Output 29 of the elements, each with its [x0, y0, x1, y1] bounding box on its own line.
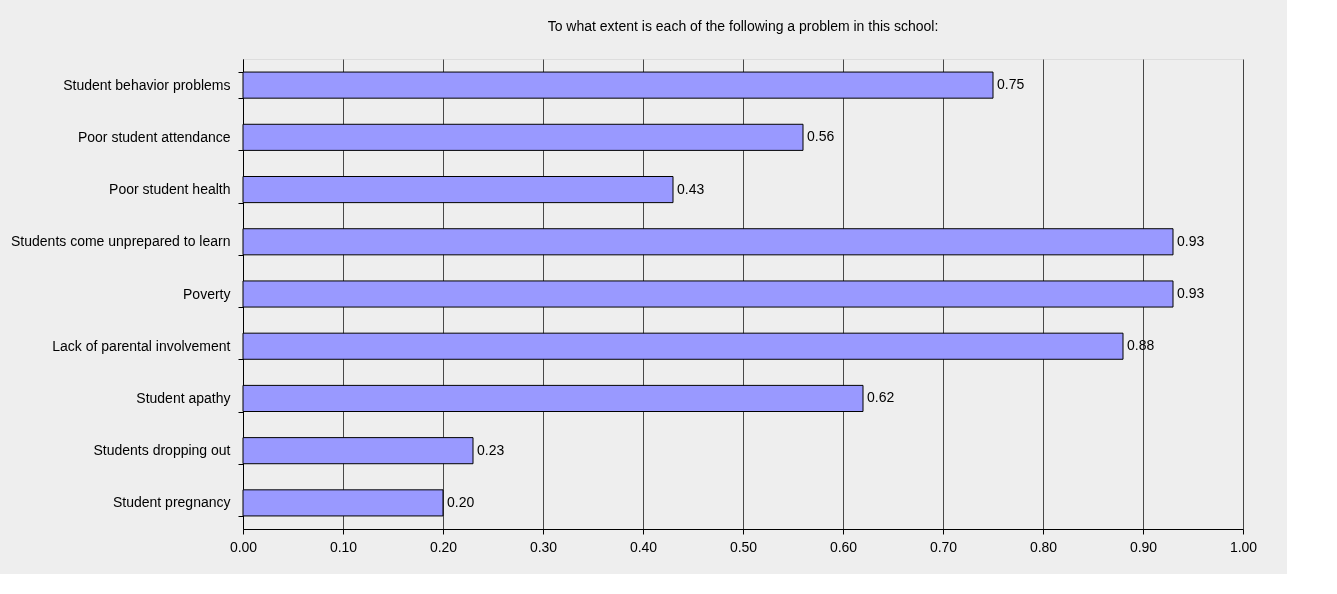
x-tick-label: 0.20 — [429, 538, 458, 555]
x-tick-label: 0.60 — [829, 538, 858, 555]
chart-title: To what extent is each of the following a problem in this school: — [547, 18, 939, 34]
y-tick-label: Student apathy — [136, 389, 231, 406]
y-tick-label: Students dropping out — [93, 442, 231, 459]
y-tick-label: Student pregnancy — [112, 494, 231, 511]
data-label: 0.93 — [1177, 285, 1205, 301]
data-label: 0.20 — [447, 493, 475, 510]
data-label: 0.93 — [1177, 232, 1205, 249]
x-tick-label: 0.10 — [329, 538, 358, 555]
y-tick-label: Poverty — [183, 285, 231, 302]
x-tick-label: 0.00 — [229, 538, 258, 555]
x-tick-label: 0.30 — [529, 538, 558, 555]
y-tick-label: Lack of parental involvement — [52, 337, 231, 354]
data-label: 0.75 — [997, 76, 1025, 93]
y-tick-label: Poor student health — [109, 181, 231, 198]
x-tick-label: 0.50 — [729, 538, 758, 555]
x-tick-label: 1.00 — [1229, 538, 1258, 555]
x-tick-label: 0.90 — [1129, 538, 1158, 555]
data-label: 0.56 — [807, 128, 835, 145]
data-label: 0.62 — [867, 389, 895, 406]
y-tick-label: Poor student attendance — [77, 128, 231, 145]
data-label: 0.43 — [677, 180, 705, 197]
y-tick-label: Student behavior problems — [63, 76, 231, 93]
x-tick-label: 0.80 — [1029, 538, 1058, 555]
x-tick-label: 0.40 — [629, 538, 658, 555]
x-tick-label: 0.70 — [929, 538, 958, 555]
y-tick-label: Students come unprepared to learn — [11, 233, 231, 250]
data-label: 0.23 — [477, 441, 505, 458]
